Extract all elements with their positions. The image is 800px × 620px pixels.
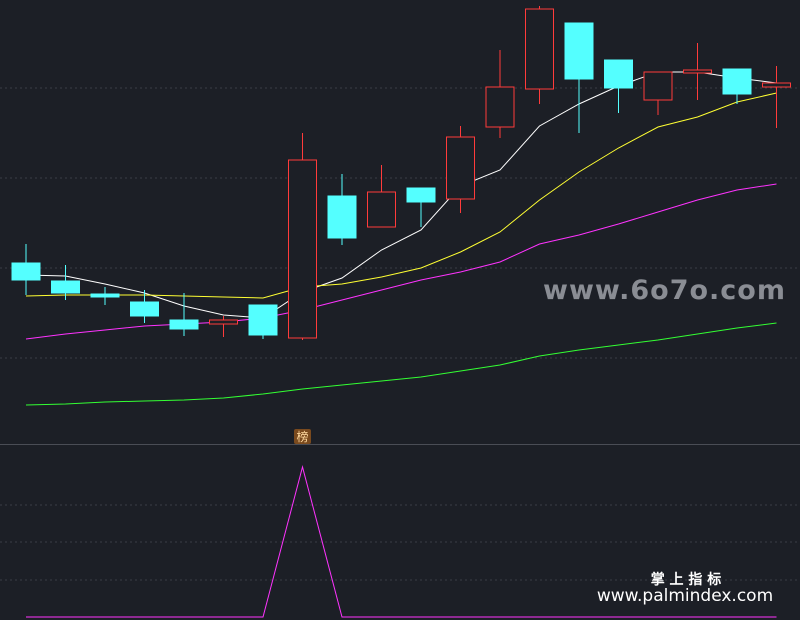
plot — [11, 6, 791, 618]
candle-body — [643, 71, 673, 101]
candle-body — [762, 82, 791, 88]
moving-average — [25, 322, 777, 406]
candle-body — [446, 136, 475, 200]
candle-body — [604, 59, 633, 89]
footer-title: 掌 上 指 标 — [651, 571, 722, 588]
candle-body — [169, 319, 199, 330]
candle-body — [722, 68, 752, 95]
moving-average — [25, 183, 777, 340]
watermark: www.6o7o.com — [543, 275, 786, 306]
candle-body — [564, 22, 594, 80]
candle-body — [51, 280, 80, 294]
candle-body — [485, 86, 515, 128]
candle-body — [288, 159, 317, 339]
candle-body — [90, 293, 120, 298]
badge: 榜 — [296, 429, 308, 444]
indicator-line — [26, 465, 777, 618]
candle-body — [130, 301, 159, 317]
candle-body — [406, 187, 436, 203]
candle-body — [209, 319, 238, 325]
candle-body — [683, 69, 712, 74]
moving-average — [25, 92, 777, 299]
candle-body — [525, 8, 554, 90]
footer-url: www.palmindex.com — [597, 586, 773, 606]
candle-body — [11, 262, 41, 281]
candle-body — [248, 304, 278, 336]
candle-body — [367, 191, 396, 228]
badge-bg — [294, 429, 311, 444]
candle-body — [327, 195, 357, 239]
